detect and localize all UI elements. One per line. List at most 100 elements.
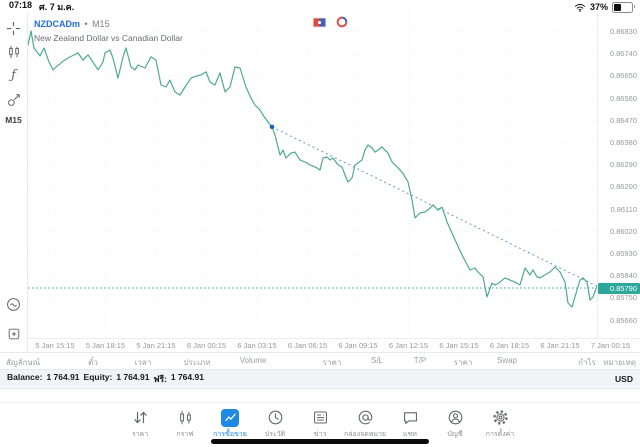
time-tick-label: 6 Jan 03:15	[237, 341, 277, 350]
crosshair-icon	[6, 21, 21, 36]
column-header: ประเภท	[183, 358, 211, 367]
tab-settings[interactable]: การตั้งค่า	[478, 408, 523, 440]
news-icon	[312, 408, 329, 427]
price-tick-label: 0.86020	[609, 226, 637, 236]
price-tick-label: 0.85660	[609, 315, 637, 325]
tab-history[interactable]: ประวัติ	[253, 408, 298, 440]
objects-icon	[7, 93, 21, 107]
price-tick-label: 0.86830	[609, 26, 637, 36]
chart-type-icon	[7, 45, 21, 59]
home-indicator[interactable]	[211, 439, 429, 444]
tab-mailbox[interactable]: กล่องจดหมาย	[343, 408, 388, 440]
price-tick-label: 0.86380	[609, 137, 637, 147]
tab-label: การตั้งค่า	[485, 431, 515, 438]
price-tick-label: 0.86470	[609, 115, 637, 125]
tab-charts[interactable]: กราฟ	[163, 408, 208, 440]
chat-bubble-icon	[402, 408, 419, 427]
status-clock: 07:18	[9, 0, 33, 10]
time-tick-label: 5 Jan 15:15	[35, 341, 75, 350]
history-clock-icon	[267, 408, 284, 427]
chart-top-icons	[312, 16, 348, 28]
balance-bar: Balance: 1 764.91 Equity: 1 764.91 ฟรี: …	[0, 370, 640, 389]
quick-objects-button[interactable]	[2, 292, 26, 316]
quotes-arrows-icon	[132, 408, 149, 427]
status-bar: 07:18 ศ. 7 ม.ค. 37%	[0, 0, 640, 13]
time-axis[interactable]: 5 Jan 15:15 5 Jan 18:15 5 Jan 21:15 6 Jan 0…	[0, 338, 640, 353]
time-tick-label: 6 Jan 21:15	[540, 341, 580, 350]
column-header: สัญลักษณ์	[6, 358, 41, 367]
tab-label: ราคา	[131, 431, 149, 438]
time-tick-label: 5 Jan 18:15	[85, 341, 126, 350]
account-person-icon	[447, 408, 464, 427]
time-tick-label: 5 Jan 21:15	[136, 341, 176, 350]
tab-bar: ราคา กราฟ การซื้อขาย ประวัติ ข่าว กล่องจดหมาย…	[0, 402, 640, 447]
wifi-icon	[574, 3, 586, 12]
quick-objects-icon	[6, 297, 21, 312]
time-tick-label: 6 Jan 00:15	[186, 341, 227, 350]
account-currency: USD	[615, 374, 633, 384]
price-tick-label: 0.85840	[609, 271, 637, 281]
trade-chart-icon	[221, 408, 239, 427]
trendline-anchor-dot[interactable]	[269, 124, 275, 130]
price-tick-label: 0.86200	[609, 182, 637, 192]
tab-label: ข่าว	[313, 431, 327, 438]
price-tick-label: 0.85750	[609, 293, 637, 303]
time-tick-label: 6 Jan 18:15	[489, 341, 530, 350]
price-tick-label: 0.86110	[610, 204, 637, 214]
tab-label: ประวัติ	[264, 431, 286, 438]
column-header: T/P	[413, 356, 427, 365]
tab-chat[interactable]: แชท	[388, 408, 433, 440]
current-price-tag: 0.85790	[598, 282, 640, 294]
chart-toolbar: ƒ M15	[0, 12, 28, 352]
price-tick-label: 0.86290	[609, 160, 637, 170]
tab-label: แชท	[403, 431, 417, 438]
add-object-icon	[7, 327, 21, 341]
mailbox-at-icon	[357, 408, 374, 427]
price-tick-label: 0.85930	[609, 248, 637, 258]
tab-label: การซื้อขาย	[213, 431, 247, 438]
tab-quotes[interactable]: ราคา	[118, 408, 163, 440]
price-chart[interactable]: NZDCADm • M15 New Zealand Dollar vs Cana…	[27, 10, 603, 338]
flag-badge-icon[interactable]	[312, 16, 327, 28]
session-clock-icon[interactable]	[336, 16, 348, 28]
balance-label: Balance:	[7, 372, 43, 382]
objects-button[interactable]	[2, 88, 26, 112]
status-date: ศ. 7 ม.ค.	[39, 2, 75, 12]
price-line-series[interactable]	[27, 30, 601, 308]
column-header: Swap	[496, 356, 518, 365]
column-header: ตั๋ว	[88, 358, 98, 367]
balance-value: 1 764.91	[46, 372, 80, 382]
column-header: ราคา	[322, 358, 342, 367]
price-tick-label: 0.86740	[609, 49, 637, 59]
column-header: S/L	[370, 356, 384, 365]
time-tick-label: 6 Jan 06:15	[287, 341, 328, 350]
equity-value: 1 764.91	[116, 372, 150, 382]
chart-type-button[interactable]	[2, 40, 26, 64]
column-header: หมายเหตุ	[603, 358, 636, 367]
battery-icon	[612, 1, 635, 13]
candlestick-chart-icon	[177, 408, 194, 427]
price-tick-label: 0.86560	[609, 93, 637, 103]
tab-label: กล่องจดหมาย	[343, 431, 387, 438]
price-axis[interactable]: 0.86830 0.86740 0.86650 0.86560 0.86470 0.863…	[597, 0, 640, 350]
tab-accounts[interactable]: บัญชี	[433, 408, 478, 440]
indicators-button[interactable]: ƒ	[11, 68, 16, 83]
positions-table-header: สัญลักษณ์ ตั๋ว เวลา ประเภท Volume ราคา S/L T/P ร…	[0, 352, 640, 370]
time-tick-label: 6 Jan 09:15	[338, 341, 378, 350]
column-header: ราคา	[453, 358, 473, 367]
crosshair-button[interactable]	[2, 16, 26, 40]
time-tick-label: 7 Jan 00:15	[590, 341, 631, 350]
tab-news[interactable]: ข่าว	[298, 408, 343, 440]
trendline	[271, 126, 603, 289]
column-header: เวลา	[134, 358, 152, 367]
battery-percent: 37%	[589, 2, 608, 12]
time-tick-label: 6 Jan 12:15	[388, 341, 429, 350]
column-header: Volume	[239, 356, 267, 365]
free-margin-value: 1 764.91	[170, 372, 204, 382]
add-object-button[interactable]	[2, 322, 26, 346]
timeframe-button[interactable]: M15	[5, 115, 22, 125]
price-tick-label: 0.86650	[609, 71, 637, 81]
price-axis-divider	[597, 11, 598, 338]
tab-trade[interactable]: การซื้อขาย	[208, 408, 253, 440]
column-header: กำไร	[578, 358, 596, 367]
